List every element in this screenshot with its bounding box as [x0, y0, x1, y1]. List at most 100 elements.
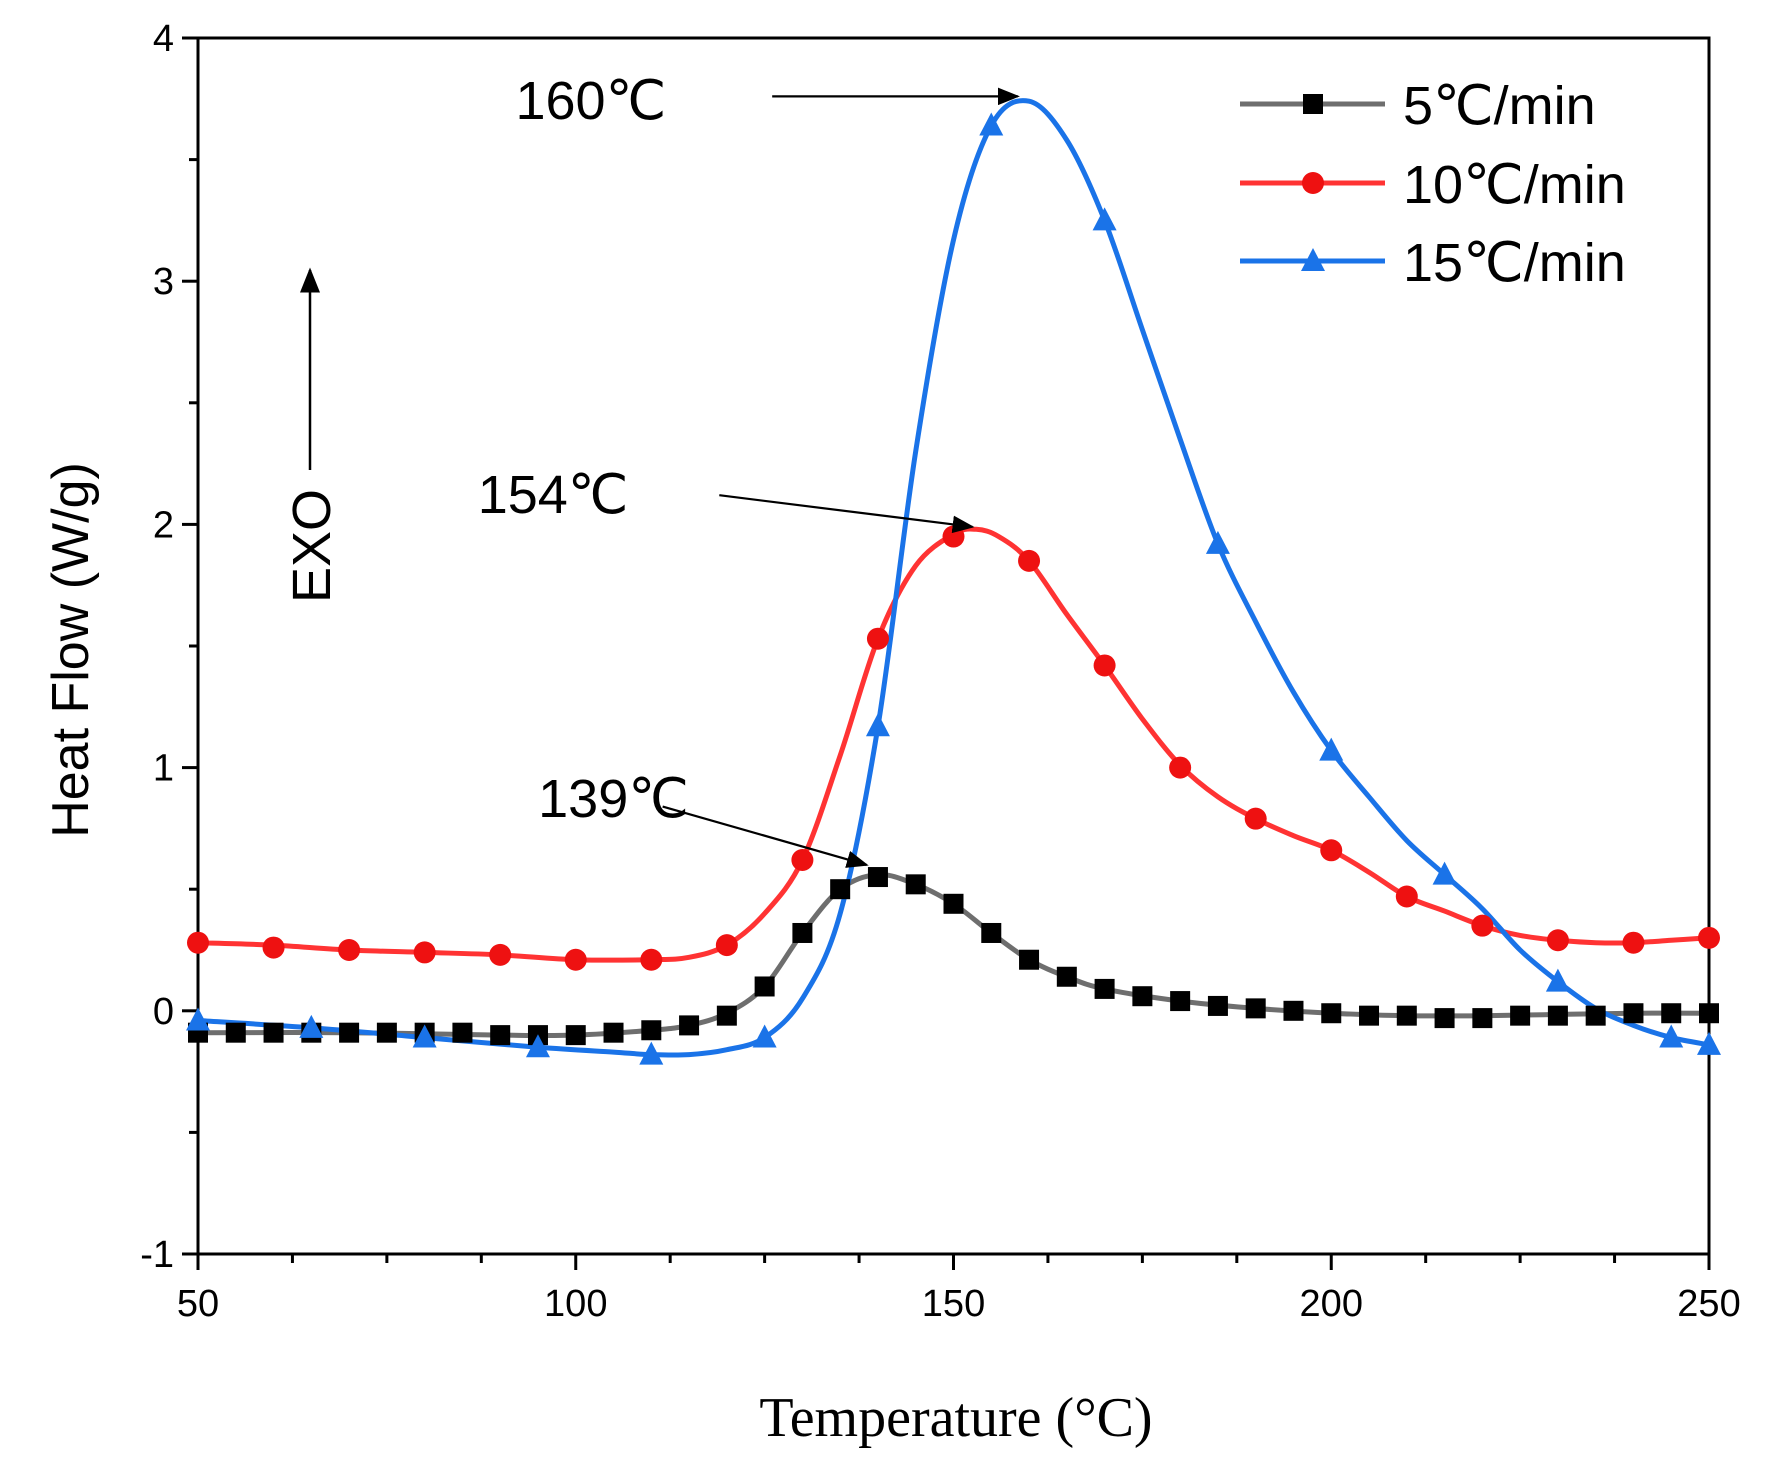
data-point-5c [263, 1022, 284, 1043]
x-tick-label: 150 [922, 1283, 985, 1325]
y-tick-label: 3 [153, 261, 174, 303]
y-tick-label: 0 [153, 991, 174, 1033]
data-point-5c [1019, 949, 1040, 970]
exo-label: EXO [282, 489, 342, 603]
data-point-5c [641, 1020, 662, 1041]
data-point-5c [490, 1025, 511, 1046]
data-point-10c [338, 939, 361, 961]
data-point-10c [715, 934, 738, 957]
data-point-15c [865, 713, 890, 737]
data-point-5c [1170, 991, 1191, 1012]
data-point-5c [1359, 1005, 1380, 1026]
data-point-5c [1585, 1005, 1606, 1026]
data-point-5c [1396, 1005, 1417, 1026]
data-point-5c [1661, 1003, 1682, 1024]
data-point-10c [1244, 807, 1267, 830]
peak-arrow-1 [662, 805, 869, 868]
data-point-5c [1132, 986, 1153, 1007]
data-point-5c [1321, 1003, 1342, 1024]
data-point-5c [1510, 1005, 1531, 1026]
data-point-10c [1471, 914, 1494, 937]
legend-label-10c: 10℃/min [1403, 155, 1626, 215]
legend-item-10c: 10℃/min [1240, 155, 1626, 215]
legend-marker-10c [1302, 172, 1324, 194]
data-point-5c [225, 1022, 246, 1043]
data-point-10c [262, 936, 285, 959]
data-point-5c [1547, 1005, 1568, 1026]
data-point-15c [1659, 1024, 1684, 1048]
data-point-10c [1320, 839, 1343, 862]
peak-label-1: 139℃ [538, 769, 689, 829]
data-point-5c [1283, 1000, 1304, 1021]
data-point-10c [942, 525, 965, 548]
data-point-5c [339, 1022, 360, 1043]
data-point-5c [1699, 1003, 1719, 1024]
x-axis-title: Temperature (°C) [759, 1387, 1152, 1449]
legend-label-5c: 5℃/min [1403, 76, 1596, 136]
data-point-15c [1319, 737, 1344, 761]
data-point-5c [1094, 978, 1115, 999]
data-point-5c [754, 976, 775, 997]
peak-label-2: 154℃ [478, 465, 629, 525]
data-point-15c [1545, 968, 1570, 992]
data-point-10c [1395, 885, 1418, 908]
data-point-5c [1472, 1008, 1493, 1029]
data-point-10c [1018, 549, 1041, 572]
peak-label-3: 160℃ [515, 71, 666, 131]
data-point-10c [1698, 926, 1720, 949]
legend-label-15c: 15℃/min [1403, 233, 1626, 293]
data-point-5c [943, 893, 964, 914]
legend-marker-15c [1301, 248, 1325, 271]
x-tick-label: 250 [1677, 1283, 1740, 1325]
data-point-10c [1093, 654, 1116, 677]
y-tick-label: 4 [153, 18, 174, 60]
y-tick-label: -1 [140, 1234, 174, 1276]
data-point-5c [905, 874, 926, 895]
data-point-5c [1623, 1003, 1644, 1024]
data-point-5c [603, 1022, 624, 1043]
plot-frame [196, 36, 1711, 1256]
data-point-15c [1205, 530, 1230, 554]
data-point-5c [679, 1015, 700, 1036]
legend-item-15c: 15℃/min [1240, 233, 1626, 293]
y-tick-label: 2 [153, 504, 174, 546]
data-point-15c [412, 1024, 437, 1048]
data-point-5c [1056, 966, 1077, 987]
data-point-5c [830, 879, 851, 900]
data-point-15c [979, 112, 1004, 136]
legend-item-5c: 5℃/min [1240, 76, 1596, 136]
data-point-15c [186, 1007, 210, 1031]
data-point-5c [981, 922, 1002, 943]
series-line-15c [198, 98, 1709, 1058]
legend-marker-5c [1303, 94, 1323, 114]
data-point-15c [639, 1041, 664, 1065]
data-point-15c [1092, 207, 1117, 231]
legend: 5℃/min 10℃/min 15℃/min [1240, 76, 1626, 293]
data-point-5c [867, 867, 888, 888]
peak-arrow-2 [719, 494, 975, 534]
data-point-10c [564, 948, 587, 971]
x-tick-label: 200 [1300, 1283, 1363, 1325]
data-point-5c [716, 1005, 737, 1026]
data-point-10c [489, 943, 512, 966]
data-point-10c [640, 948, 663, 971]
data-point-5c [792, 922, 813, 943]
x-tick-label: 50 [177, 1283, 219, 1325]
data-point-15c [1432, 861, 1457, 885]
x-tick-label: 100 [544, 1283, 607, 1325]
data-point-15c [1697, 1031, 1721, 1055]
data-point-10c [187, 931, 209, 954]
data-point-10c [1546, 929, 1569, 952]
data-point-10c [413, 941, 436, 964]
data-point-15c [525, 1034, 550, 1058]
data-point-5c [1434, 1008, 1455, 1029]
data-point-10c [791, 849, 814, 872]
data-point-5c [565, 1025, 586, 1046]
data-point-5c [452, 1022, 473, 1043]
data-point-10c [1169, 756, 1192, 779]
data-point-15c [299, 1014, 324, 1038]
data-point-5c [1207, 995, 1228, 1016]
data-point-10c [866, 627, 889, 650]
data-point-5c [376, 1022, 397, 1043]
